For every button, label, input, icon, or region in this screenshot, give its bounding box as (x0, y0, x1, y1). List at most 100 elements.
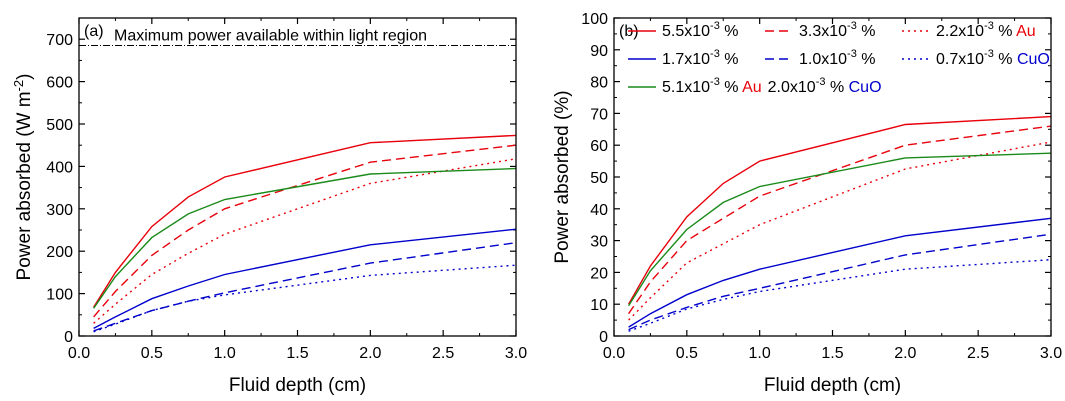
y-tick-label: 0 (599, 329, 608, 346)
legend-value: 3.3 (799, 23, 821, 40)
legend-entry-label: 1.0x10-3 % (799, 48, 876, 68)
legend-entry-label: 2.0x10-3 % CuO (768, 76, 882, 96)
legend-entry-label: 1.7x10-3 % (662, 48, 739, 68)
legend-times: x10 (684, 23, 710, 40)
panel-a-chart: 0.0 0.5 1.0 1.5 2.0 2.5 3.0 0 100 200 300 400 500 600… (11, 17, 527, 396)
legend-exponent: -3 (847, 48, 857, 60)
legend-value: 5.1 (662, 79, 684, 96)
legend-value: 1.0 (799, 51, 821, 68)
y-tick-label: 500 (46, 117, 73, 134)
legend-exponent: -3 (847, 20, 857, 32)
series-line-7 (93, 167, 517, 309)
y-tick-label: 90 (590, 43, 608, 60)
legend-unit: % (724, 79, 738, 96)
legend-value: 5.5 (662, 23, 684, 40)
x-tick-label: 0.0 (603, 345, 625, 362)
legend-times: x10 (958, 51, 984, 68)
legend-unit: % (861, 51, 875, 68)
y-tick-label: 40 (590, 202, 608, 219)
panel-label: (a) (84, 23, 104, 40)
legend-entry-label: 2.2x10-3 % Au (936, 20, 1036, 40)
y-axis-title-main: Power absorbed (W m (14, 91, 35, 280)
y-tick-label: 100 (581, 11, 608, 28)
series-line-1 (627, 115, 1052, 305)
plot-frame (613, 17, 1052, 337)
x-tick-label: 0.0 (68, 345, 90, 362)
y-tick-label: 300 (46, 202, 73, 219)
legend-unit: % (830, 79, 844, 96)
y-tick-label: 0 (64, 329, 73, 346)
series-line-7 (628, 152, 1052, 307)
y-axis-title-end: ) (14, 74, 35, 80)
legend: 5.5x10-3 % 3.3x10-3 % 2.2x10-3 % Au1.7x10-… (628, 20, 1050, 96)
plot-frame (78, 17, 517, 337)
y-axis-title: Power absorbed (%) (552, 90, 573, 263)
series-line-6 (93, 264, 517, 333)
y-tick-label: 60 (590, 138, 608, 155)
legend-entry-label: 0.7x10-3 % CuO (936, 48, 1050, 68)
legend-value: 2.2 (936, 23, 958, 40)
y-tick-label: 200 (46, 244, 73, 261)
y-tick-label: 10 (590, 297, 608, 314)
legend-unit: % (998, 23, 1012, 40)
y-tick-label: 700 (46, 32, 73, 49)
legend-exponent: -3 (984, 20, 994, 32)
series-line-6 (628, 259, 1052, 332)
y-tick-label: 70 (590, 106, 608, 123)
y-tick-label: 600 (46, 75, 73, 92)
x-tick-label: 2.0 (359, 345, 381, 362)
legend-value: 1.7 (662, 51, 684, 68)
y-tick-label: 400 (46, 159, 73, 176)
x-tick-label: 2.0 (894, 345, 916, 362)
legend-entry-label: 3.3x10-3 % (799, 20, 876, 40)
x-tick-label: 1.0 (749, 345, 771, 362)
legend-unit: % (861, 23, 875, 40)
series-line-5 (628, 233, 1052, 331)
legend-material: CuO (1017, 51, 1050, 68)
legend-unit: % (724, 23, 738, 40)
series-line-4 (93, 228, 517, 330)
x-tick-label: 1.0 (214, 345, 236, 362)
legend-unit: % (998, 51, 1012, 68)
y-axis-title-sup: -2 (11, 80, 26, 92)
series-line-2 (93, 144, 517, 318)
legend-material: CuO (849, 79, 882, 96)
legend-times: x10 (821, 23, 847, 40)
y-tick-label: 30 (590, 234, 608, 251)
legend-times: x10 (684, 79, 710, 96)
legend-value: 0.7 (936, 51, 958, 68)
series-line-5 (93, 242, 517, 332)
y-tick-label: 80 (590, 75, 608, 92)
x-tick-label: 1.5 (821, 345, 843, 362)
legend-exponent: -3 (816, 76, 826, 88)
x-tick-label: 2.5 (967, 345, 989, 362)
legend-exponent: -3 (984, 48, 994, 60)
legend-times: x10 (958, 23, 984, 40)
y-tick-label: 20 (590, 265, 608, 282)
legend-times: x10 (790, 79, 816, 96)
y-tick-label: 50 (590, 170, 608, 187)
x-axis-title: Fluid depth (cm) (764, 375, 901, 396)
series-line-3 (628, 141, 1052, 321)
legend-material: Au (742, 79, 762, 96)
series-line-4 (628, 217, 1052, 328)
panel-b-chart: 0.0 0.5 1.0 1.5 2.0 2.5 3.0 0 10 20 30 40 50 60 70 80 90… (552, 11, 1062, 396)
legend-entry-label: 5.5x10-3 % (662, 20, 739, 40)
series-line-1 (93, 134, 517, 308)
legend-exponent: -3 (710, 76, 720, 88)
legend-unit: % (724, 51, 738, 68)
x-tick-label: 3.0 (1040, 345, 1062, 362)
x-tick-label: 3.0 (505, 345, 527, 362)
legend-material: Au (1016, 23, 1036, 40)
x-tick-label: 1.5 (286, 345, 308, 362)
x-axis-title: Fluid depth (cm) (229, 375, 366, 396)
legend-times: x10 (684, 51, 710, 68)
x-tick-label: 0.5 (141, 345, 163, 362)
legend-exponent: -3 (710, 48, 720, 60)
legend-value: 2.0 (768, 79, 790, 96)
y-tick-label: 100 (46, 287, 73, 304)
y-axis-title: Power absorbed (W m-2) (11, 74, 35, 281)
legend-exponent: -3 (710, 20, 720, 32)
x-tick-label: 2.5 (432, 345, 454, 362)
